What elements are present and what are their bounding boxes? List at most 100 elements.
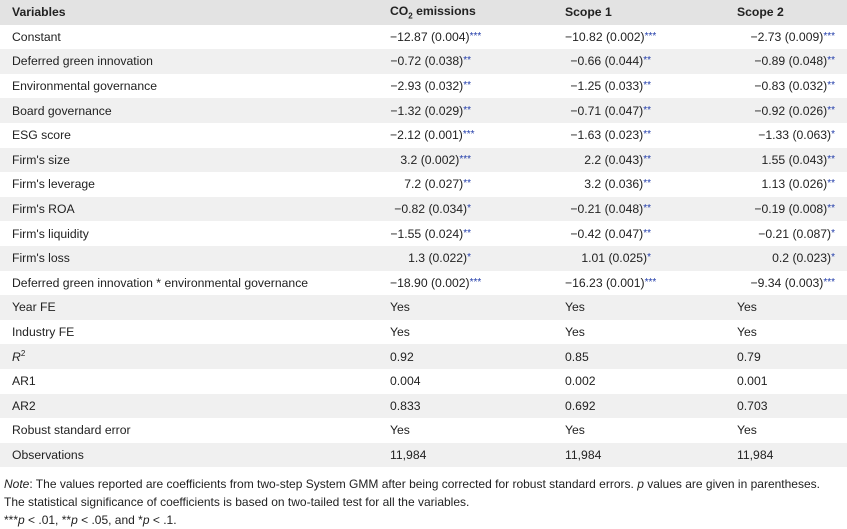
coef-value: −0.66 (0.044) [570, 54, 644, 69]
coef-value: −0.82 (0.034) [394, 202, 468, 217]
coef-value: 3.2 (0.002) [400, 152, 460, 167]
stat-cell-co2: Yes [390, 300, 410, 315]
significance-stars: * [831, 129, 835, 141]
coef-cell-s1: −0.21 (0.048)** [565, 197, 737, 222]
table-row: Environmental governance −2.93 (0.032)** −… [0, 73, 847, 99]
header-scope-2: Scope 2 [737, 5, 784, 20]
coef-cell-s2: −9.34 (0.003)*** [737, 271, 847, 296]
note-significance-line: ***p < .01, **p < .05, and *p < .1. [4, 513, 177, 528]
note-line-1: Note: The values reported are coefficien… [4, 477, 820, 492]
row-label: Environmental governance [12, 79, 157, 94]
coef-value: −0.89 (0.048) [754, 54, 828, 69]
significance-stars: ** [827, 80, 835, 92]
stat-cell-s1: 0.692 [565, 398, 596, 413]
stat-cell-co2: 0.833 [390, 398, 421, 413]
coef-cell-co2: −1.55 (0.024)** [390, 221, 565, 246]
coef-value: 3.2 (0.036) [584, 177, 644, 192]
significance-stars: ** [643, 80, 651, 92]
coef-cell-co2: 3.2 (0.002)*** [390, 148, 565, 173]
stat-cell-s1: 0.85 [565, 349, 589, 364]
stat-cell-s2: Yes [737, 325, 757, 340]
coef-cell-s1: −1.63 (0.023)** [565, 123, 737, 148]
table-row: Industry FE Yes Yes Yes [0, 319, 847, 345]
regression-table: Variables CO2 emissions Scope 1 Scope 2 … [0, 0, 847, 468]
coef-value: −1.25 (0.033) [570, 79, 644, 94]
table-row: ESG score −2.12 (0.001)*** −1.63 (0.023)**… [0, 122, 847, 148]
row-label: Deferred green innovation * environmenta… [12, 275, 309, 290]
table-row: Firm's ROA −0.82 (0.034)* −0.21 (0.048)** −… [0, 196, 847, 222]
coef-value: −0.21 (0.087) [758, 226, 832, 241]
significance-stars: ** [827, 178, 835, 190]
row-label: Robust standard error [12, 423, 131, 438]
significance-stars: * [467, 252, 471, 264]
significance-stars: ** [827, 104, 835, 116]
row-label: Deferred green innovation [12, 54, 153, 69]
table-row: Robust standard error Yes Yes Yes [0, 418, 847, 443]
row-label: R2 [0, 344, 390, 369]
row-label: Firm's leverage [12, 177, 95, 192]
header-scope-1: Scope 1 [565, 5, 612, 20]
coef-value: −0.71 (0.047) [570, 103, 644, 118]
significance-stars: ** [643, 178, 651, 190]
significance-stars: ** [643, 129, 651, 141]
significance-stars: ** [827, 153, 835, 165]
significance-stars: ** [827, 203, 835, 215]
coef-cell-co2: −2.12 (0.001)*** [390, 123, 565, 148]
row-label: ESG score [12, 128, 71, 143]
coef-cell-s2: −0.19 (0.008)** [737, 197, 847, 222]
row-label: Observations [12, 447, 84, 462]
coef-cell-s2: −2.73 (0.009)*** [737, 25, 847, 50]
stat-cell-s2: 0.703 [737, 398, 768, 413]
coef-value: −2.12 (0.001) [390, 128, 463, 143]
significance-stars: *** [823, 30, 835, 42]
coef-value: 1.3 (0.022) [408, 251, 468, 266]
coef-value: −0.92 (0.026) [754, 103, 828, 118]
significance-stars: ** [827, 55, 835, 67]
coef-value: −12.87 (0.004) [390, 29, 470, 44]
coef-value: −0.42 (0.047) [570, 226, 644, 241]
coef-cell-s2: −0.83 (0.032)** [737, 74, 847, 99]
coef-value: −1.33 (0.063) [758, 128, 832, 143]
coef-value: 0.2 (0.023) [772, 251, 832, 266]
table-header-row: Variables CO2 emissions Scope 1 Scope 2 [0, 0, 847, 25]
coef-cell-s2: −0.89 (0.048)** [737, 49, 847, 74]
coef-cell-s1: −10.82 (0.002)*** [565, 25, 737, 50]
coef-value: −18.90 (0.002) [390, 275, 470, 290]
significance-stars: ** [643, 153, 651, 165]
coef-value: −0.21 (0.048) [570, 202, 644, 217]
coef-value: −0.72 (0.038) [390, 54, 464, 69]
coef-cell-co2: 1.3 (0.022)* [390, 246, 565, 271]
significance-stars: *** [823, 276, 835, 288]
table-row: Observations 11,984 11,984 11,984 [0, 442, 847, 468]
coef-value: 1.55 (0.043) [761, 152, 828, 167]
significance-stars: ** [643, 55, 651, 67]
coef-cell-s2: 1.55 (0.043)** [737, 148, 847, 173]
r-squared-exponent: 2 [20, 349, 26, 359]
significance-stars: *** [469, 276, 482, 288]
significance-stars: * [831, 252, 835, 264]
table-row: AR2 0.833 0.692 0.703 [0, 393, 847, 419]
coef-value: −0.19 (0.008) [754, 202, 828, 217]
coef-value: −10.82 (0.002) [565, 29, 645, 44]
stat-cell-co2: 11,984 [390, 447, 427, 462]
coef-cell-co2: −2.93 (0.032)** [390, 74, 565, 99]
coef-cell-s1: −16.23 (0.001)*** [565, 271, 737, 296]
row-label: Firm's loss [12, 251, 70, 266]
table-note: Note: The values reported are coefficien… [0, 475, 847, 529]
coef-cell-s1: −1.25 (0.033)** [565, 74, 737, 99]
significance-stars: ** [643, 227, 651, 239]
significance-stars: ** [463, 104, 471, 116]
coef-value: 1.01 (0.025) [581, 251, 648, 266]
coef-cell-s2: −0.92 (0.026)** [737, 98, 847, 123]
coef-value: 1.13 (0.026) [761, 177, 828, 192]
coef-cell-s2: 0.2 (0.023)* [737, 246, 847, 271]
coef-cell-s2: 1.13 (0.026)** [737, 172, 847, 197]
stat-cell-s2: 11,984 [737, 447, 774, 462]
significance-stars: * [647, 252, 651, 264]
coef-value: −9.34 (0.003) [750, 275, 824, 290]
row-label: Firm's liquidity [12, 226, 89, 241]
coef-cell-s1: 3.2 (0.036)** [565, 172, 737, 197]
table-row: Board governance −1.32 (0.029)** −0.71 (0.… [0, 98, 847, 123]
row-label: AR2 [12, 398, 36, 413]
coef-value: −16.23 (0.001) [565, 275, 645, 290]
